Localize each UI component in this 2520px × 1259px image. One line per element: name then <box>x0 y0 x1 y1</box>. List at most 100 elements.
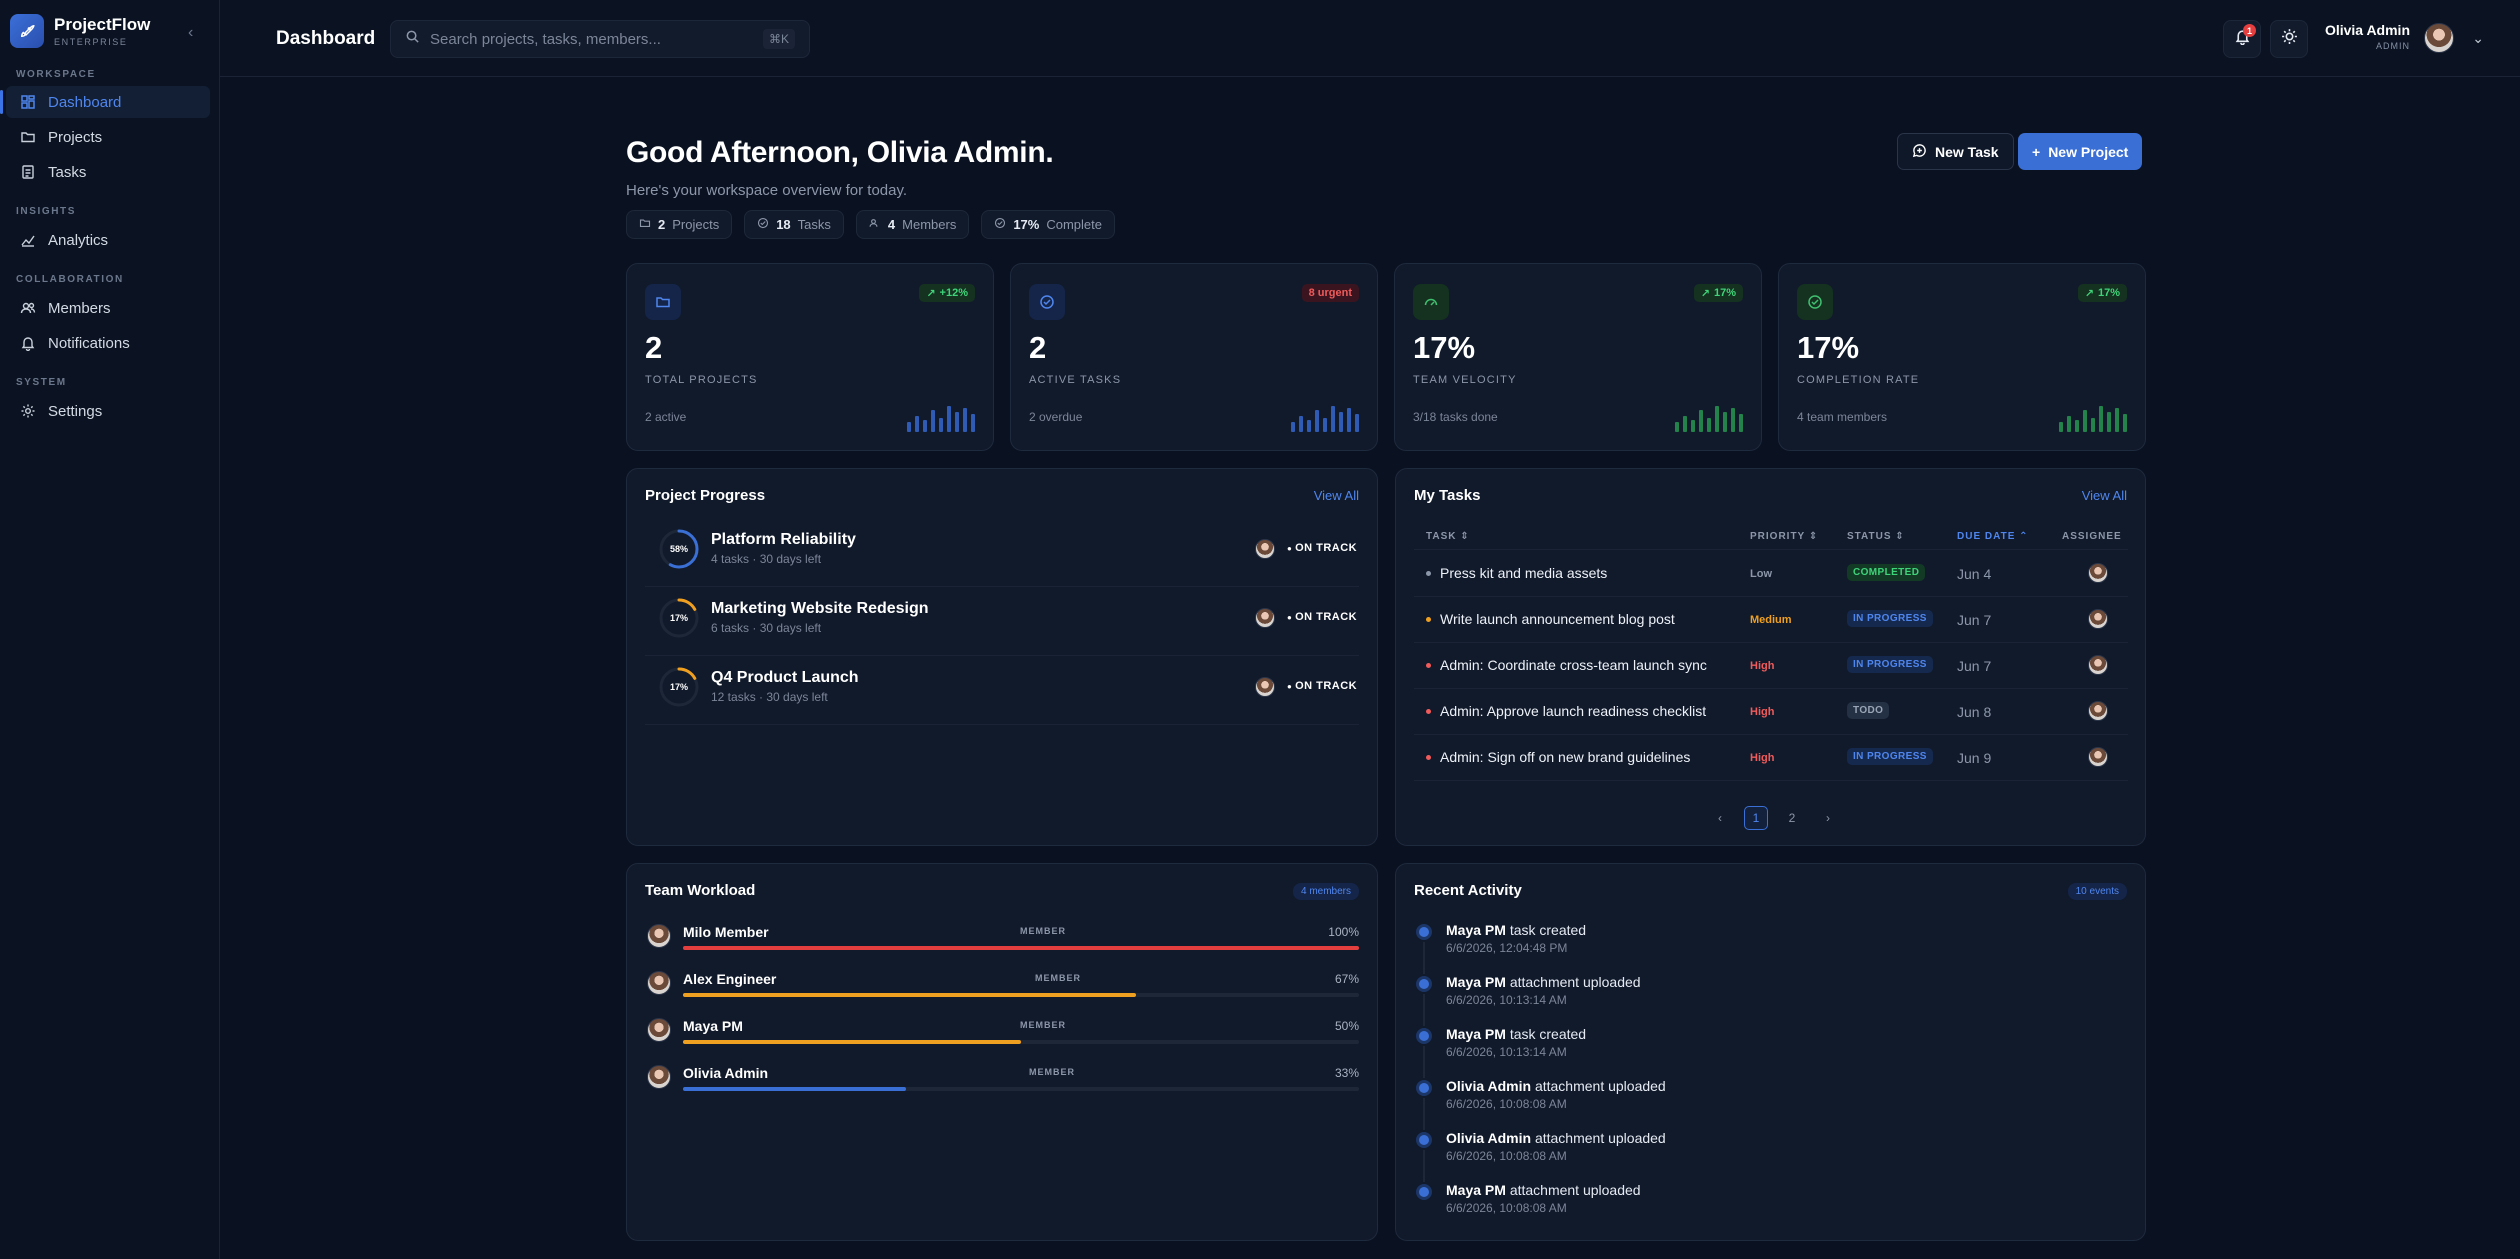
activity-actor: Maya PM <box>1446 974 1506 990</box>
stat-value: 2 <box>1029 330 1047 365</box>
sparkline-bar <box>1307 420 1311 432</box>
activity-actor: Maya PM <box>1446 1182 1506 1198</box>
column-header-status[interactable]: STATUS ⇕ <box>1847 531 1905 542</box>
chevron-down-icon[interactable]: ⌄ <box>2472 30 2484 46</box>
folder-icon <box>645 284 681 320</box>
status-label: ON TRACK <box>1295 611 1358 623</box>
status-label: ON TRACK <box>1295 542 1358 554</box>
column-label: ASSIGNEE <box>2062 531 2122 542</box>
status-badge: ● ON TRACK <box>1287 680 1357 692</box>
stat-badge: ↗ +12% <box>919 284 975 302</box>
user-menu[interactable]: Olivia Admin ADMIN <box>2325 22 2410 51</box>
meta-separator: · <box>755 690 767 704</box>
task-due-date: Jun 7 <box>1957 612 1992 628</box>
brand[interactable]: ProjectFlow ENTERPRISE <box>10 14 150 48</box>
project-row[interactable]: 17% Marketing Website Redesign 6 tasks · 3… <box>645 588 1359 656</box>
workload-bar <box>683 993 1359 997</box>
timeline-connector <box>1423 1150 1425 1182</box>
column-header-assignee: ASSIGNEE <box>2062 531 2122 542</box>
pill-label: Projects <box>672 217 720 232</box>
sidebar-item-analytics[interactable]: Analytics <box>6 224 210 256</box>
users-icon <box>869 217 881 232</box>
meta-separator: · <box>749 552 760 566</box>
page-2-button[interactable]: 2 <box>1788 811 1796 825</box>
task-priority: Low <box>1750 568 1772 580</box>
sidebar-item-tasks[interactable]: Tasks <box>6 156 210 188</box>
priority-dot-icon <box>1426 755 1431 760</box>
sidebar-item-projects[interactable]: Projects <box>6 121 210 153</box>
task-priority: High <box>1750 752 1775 764</box>
sparkline-bar <box>939 418 943 432</box>
project-row[interactable]: 58% Platform Reliability 4 tasks · 30 days… <box>645 519 1359 587</box>
stat-card: ↗ 17% 17% COMPLETION RATE 4 team members <box>1778 263 2146 451</box>
search-input[interactable]: Search projects, tasks, members... <box>430 30 661 48</box>
workload-bar-fill <box>683 946 1359 950</box>
stat-footnote: 2 overdue <box>1029 410 1083 424</box>
workload-row: Alex Engineer MEMBER 67% <box>645 969 1359 1009</box>
column-header-priority[interactable]: PRIORITY ⇕ <box>1750 531 1819 542</box>
sidebar-item-members[interactable]: Members <box>6 292 210 324</box>
sparkline-bar <box>1715 406 1719 432</box>
progress-percent: 17% <box>669 682 688 692</box>
timeline-dot-icon <box>1416 1028 1432 1044</box>
table-row[interactable]: Admin: Coordinate cross-team launch sync… <box>1414 643 2128 689</box>
sparkline <box>2059 402 2127 432</box>
table-row[interactable]: Write launch announcement blog post Mediu… <box>1414 597 2128 643</box>
project-due: 30 days left <box>759 621 822 635</box>
table-row[interactable]: Admin: Approve launch readiness checklis… <box>1414 689 2128 735</box>
sidebar-item-settings[interactable]: Settings <box>6 395 210 427</box>
page-1-button[interactable]: 1 <box>1744 806 1768 830</box>
search-bar[interactable]: Search projects, tasks, members... ⌘K <box>390 20 810 58</box>
recent-activity-panel: Recent Activity 10 events Maya PM task c… <box>1395 863 2146 1241</box>
sidebar-item-dashboard[interactable]: Dashboard <box>0 86 210 118</box>
brand-tier: ENTERPRISE <box>54 37 128 47</box>
pill-label: Tasks <box>797 217 831 232</box>
activity-action: attachment uploaded <box>1534 1130 1666 1146</box>
timeline-connector <box>1423 942 1425 974</box>
project-due: 30 days left <box>766 690 828 704</box>
task-due-date: Jun 9 <box>1957 750 1992 766</box>
greeting: Good Afternoon, Olivia Admin. <box>626 136 1054 169</box>
next-page-icon[interactable]: › <box>1826 811 1830 825</box>
avatar[interactable] <box>2424 23 2454 53</box>
sparkline-bar <box>907 422 911 432</box>
workload-bar-fill <box>683 1040 1021 1044</box>
theme-toggle-button[interactable] <box>2270 20 2308 58</box>
table-row[interactable]: Press kit and media assets Low COMPLETED Ju… <box>1414 551 2128 597</box>
activity-action: task created <box>1509 922 1587 938</box>
project-task-count: 12 tasks <box>711 690 756 704</box>
activity-text: Olivia Admin attachment uploaded <box>1446 1078 1666 1094</box>
view-all-projects-link[interactable]: View All <box>1313 488 1359 503</box>
activity-timestamp: 6/6/2026, 10:08:08 AM <box>1446 1201 1567 1215</box>
table-row[interactable]: Admin: Sign off on new brand guidelines H… <box>1414 735 2128 781</box>
column-header-task[interactable]: TASK ⇕ <box>1426 531 1470 542</box>
table-header: TASK ⇕ PRIORITY ⇕ STATUS ⇕ DUE DATE ⌃ AS… <box>1414 524 2128 550</box>
stat-badge: ↗ 17% <box>2077 284 2127 302</box>
activity-item: Maya PM task created 6/6/2026, 12:04:48 P… <box>1414 922 2114 974</box>
search-icon <box>405 29 420 49</box>
new-task-button[interactable]: New Task <box>1897 133 2014 170</box>
sidebar-item-notifications[interactable]: Notifications <box>6 327 210 359</box>
activity-text: Olivia Admin attachment uploaded <box>1446 1130 1666 1146</box>
view-all-tasks-link[interactable]: View All <box>2081 488 2127 503</box>
project-progress-panel: Project Progress View All 58% Platform Re… <box>626 468 1378 846</box>
stat-label: COMPLETION RATE <box>1797 374 1920 386</box>
chat-plus-icon <box>1912 143 1927 161</box>
activity-item: Maya PM task created 6/6/2026, 10:13:14 A… <box>1414 1026 2114 1078</box>
prev-page-icon[interactable]: ‹ <box>1718 811 1722 825</box>
stat-badge-label: +12% <box>939 287 968 299</box>
project-row[interactable]: 17% Q4 Product Launch 12 tasks · 30 days l… <box>645 657 1359 725</box>
panel-title: Project Progress <box>645 487 766 504</box>
sidebar: ProjectFlow ENTERPRISE ‹ WORKSPACE Dashb… <box>0 0 220 1259</box>
pill-value: 4 <box>887 217 896 232</box>
collapse-sidebar-icon[interactable]: ‹ <box>188 24 194 41</box>
column-header-due-date[interactable]: DUE DATE ⌃ <box>1957 531 2029 542</box>
user-role: ADMIN <box>2376 41 2410 51</box>
sparkline-bar <box>1355 414 1359 432</box>
activity-item: Olivia Admin attachment uploaded 6/6/2026… <box>1414 1130 2114 1182</box>
trend-up-icon: ↗ <box>1700 287 1710 300</box>
new-project-button[interactable]: + New Project <box>2018 133 2143 170</box>
stat-card: ↗ 17% 17% TEAM VELOCITY 3/18 tasks done <box>1394 263 1762 451</box>
notifications-button[interactable]: 1 <box>2223 20 2261 58</box>
workload-bar <box>683 1087 1359 1091</box>
